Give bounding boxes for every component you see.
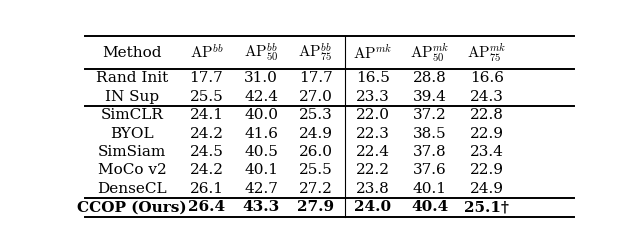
Text: BYOL: BYOL	[110, 127, 154, 141]
Text: $\mathrm{AP}_{75}^{mk}$: $\mathrm{AP}_{75}^{mk}$	[467, 42, 506, 64]
Text: CCOP (Ours): CCOP (Ours)	[77, 200, 187, 214]
Text: 43.3: 43.3	[243, 200, 280, 214]
Text: 24.9: 24.9	[470, 182, 504, 196]
Text: IN Sup: IN Sup	[105, 90, 159, 104]
Text: 40.5: 40.5	[244, 145, 278, 159]
Text: 22.8: 22.8	[470, 108, 504, 122]
Text: 26.4: 26.4	[188, 200, 225, 214]
Text: 37.6: 37.6	[413, 164, 447, 177]
Text: 24.0: 24.0	[354, 200, 391, 214]
Text: 24.5: 24.5	[189, 145, 223, 159]
Text: SimSiam: SimSiam	[98, 145, 166, 159]
Text: $\mathrm{AP}^{mk}$: $\mathrm{AP}^{mk}$	[353, 43, 392, 62]
Text: 23.3: 23.3	[356, 90, 390, 104]
Text: $\mathrm{AP}_{50}^{mk}$: $\mathrm{AP}_{50}^{mk}$	[410, 42, 449, 64]
Text: DenseCL: DenseCL	[97, 182, 167, 196]
Text: 40.0: 40.0	[244, 108, 278, 122]
Text: 40.4: 40.4	[411, 200, 448, 214]
Text: 25.1†: 25.1†	[464, 200, 509, 214]
Text: 27.2: 27.2	[299, 182, 333, 196]
Text: $\mathrm{AP}_{50}^{bb}$: $\mathrm{AP}_{50}^{bb}$	[244, 42, 278, 64]
Text: 40.1: 40.1	[413, 182, 447, 196]
Text: $\mathrm{AP}_{75}^{bb}$: $\mathrm{AP}_{75}^{bb}$	[298, 42, 333, 64]
Text: 16.6: 16.6	[470, 71, 504, 85]
Text: 24.2: 24.2	[189, 127, 223, 141]
Text: 41.6: 41.6	[244, 127, 278, 141]
Text: 42.4: 42.4	[244, 90, 278, 104]
Text: 22.9: 22.9	[470, 127, 504, 141]
Text: 22.9: 22.9	[470, 164, 504, 177]
Text: 22.4: 22.4	[356, 145, 390, 159]
Text: 22.2: 22.2	[356, 164, 390, 177]
Text: 25.5: 25.5	[299, 164, 332, 177]
Text: 25.3: 25.3	[299, 108, 332, 122]
Text: 24.2: 24.2	[189, 164, 223, 177]
Text: 39.4: 39.4	[413, 90, 447, 104]
Text: 16.5: 16.5	[356, 71, 390, 85]
Text: 38.5: 38.5	[413, 127, 447, 141]
Text: 27.0: 27.0	[299, 90, 333, 104]
Text: $\mathrm{AP}^{bb}$: $\mathrm{AP}^{bb}$	[189, 44, 223, 62]
Text: 31.0: 31.0	[244, 71, 278, 85]
Text: Method: Method	[102, 46, 162, 59]
Text: 17.7: 17.7	[299, 71, 332, 85]
Text: 37.8: 37.8	[413, 145, 447, 159]
Text: 26.1: 26.1	[189, 182, 223, 196]
Text: 22.0: 22.0	[356, 108, 390, 122]
Text: 25.5: 25.5	[189, 90, 223, 104]
Text: 26.0: 26.0	[299, 145, 333, 159]
Text: 24.9: 24.9	[299, 127, 333, 141]
Text: 23.8: 23.8	[356, 182, 390, 196]
Text: 40.1: 40.1	[244, 164, 278, 177]
Text: 42.7: 42.7	[244, 182, 278, 196]
Text: MoCo v2: MoCo v2	[98, 164, 166, 177]
Text: Rand Init: Rand Init	[96, 71, 168, 85]
Text: 24.3: 24.3	[470, 90, 504, 104]
Text: SimCLR: SimCLR	[100, 108, 163, 122]
Text: 24.1: 24.1	[189, 108, 223, 122]
Text: 17.7: 17.7	[189, 71, 223, 85]
Text: 23.4: 23.4	[470, 145, 504, 159]
Text: 37.2: 37.2	[413, 108, 447, 122]
Text: 28.8: 28.8	[413, 71, 447, 85]
Text: 22.3: 22.3	[356, 127, 390, 141]
Text: 27.9: 27.9	[297, 200, 334, 214]
